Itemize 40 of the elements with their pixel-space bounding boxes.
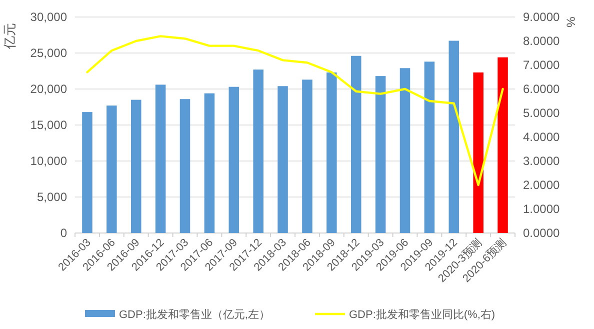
bar (253, 70, 264, 233)
bar (106, 106, 117, 233)
bar (424, 62, 435, 233)
line-series (86, 35, 504, 186)
bar (278, 86, 288, 233)
y2-tick-label: 0.0000 (523, 226, 560, 240)
y-tick-label: 0 (60, 226, 68, 240)
y2-tick-label: 8.0000 (523, 34, 560, 48)
bar (473, 72, 484, 233)
bar (130, 100, 142, 233)
y-tick-label: 15,000 (30, 118, 68, 132)
y2-tick-label: 5.0000 (523, 106, 560, 120)
legend-label: GDP:批发和零售业（亿元,左） (119, 308, 270, 321)
bar (448, 40, 460, 233)
y-tick-label: 5,000 (36, 190, 68, 204)
bar (302, 80, 312, 233)
y2-tick-label: 4.0000 (523, 130, 560, 144)
bar (82, 112, 92, 233)
bar (204, 93, 215, 233)
legend-label: GDP:批发和零售业同比(%,右) (349, 308, 496, 321)
y2-tick-label: 1.0000 (523, 202, 560, 216)
y2-tick-label: 7.0000 (523, 58, 560, 72)
y2-axis-title: % (564, 16, 578, 28)
y-tick-label: 10,000 (30, 154, 68, 168)
y2-tick-label: 2.0000 (523, 178, 560, 192)
bar (400, 68, 410, 233)
y2-tick-label: 6.0000 (523, 82, 560, 96)
bar (155, 84, 166, 233)
y2-tick-label: 9.0000 (523, 10, 560, 24)
bar (375, 76, 386, 233)
y-tick-label: 20,000 (30, 82, 68, 96)
bar (498, 57, 508, 233)
bar (326, 72, 337, 233)
bar (228, 86, 240, 233)
y-tick-label: 30,000 (30, 10, 68, 24)
bar (180, 99, 190, 233)
y2-tick-label: 3.0000 (523, 154, 560, 168)
bar (350, 56, 362, 233)
y-tick-label: 25,000 (30, 46, 68, 60)
y-axis-title: 亿元 (2, 23, 17, 50)
